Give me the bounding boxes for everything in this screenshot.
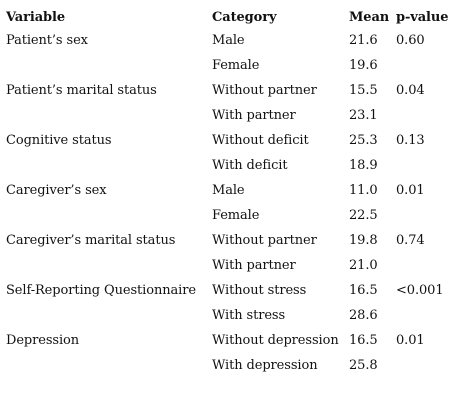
cell-p-value: 0.13	[396, 133, 425, 148]
cell-category: With deficit	[212, 158, 288, 173]
table-row: Depression Without depression 16.5 0.01	[6, 328, 456, 353]
cell-variable	[6, 53, 212, 78]
cell-category: Without partner	[212, 83, 317, 98]
table-row: With deficit 18.9	[6, 153, 456, 178]
cell-mean: 22.5	[349, 208, 378, 223]
cell-mean: 19.8	[349, 233, 378, 248]
cell-category: Without partner	[212, 233, 317, 248]
table-body: Patient’s sex Male 21.6 0.60 Female 19.6 Patie…	[6, 28, 456, 378]
cell-p-value: 0.01	[396, 333, 425, 348]
cell-category: Male	[212, 33, 245, 48]
cell-variable	[6, 103, 212, 128]
header-mean: Mean	[349, 9, 390, 25]
cell-mean: 15.5	[349, 83, 378, 98]
table-row: Caregiver’s sex Male 11.0 0.01	[6, 178, 456, 203]
table-row: With partner 23.1	[6, 103, 456, 128]
cell-p-value: 0.60	[396, 33, 425, 48]
results-table: Variable Category Mean p-value Patient’s…	[6, 6, 456, 378]
header-p-value: p-value	[396, 9, 449, 25]
cell-p-value	[396, 53, 456, 78]
cell-category: Without stress	[212, 283, 307, 298]
header-variable: Variable	[6, 9, 66, 25]
cell-category: With partner	[212, 258, 296, 273]
cell-p-value	[396, 153, 456, 178]
cell-mean: 21.6	[349, 33, 378, 48]
table-row: With partner 21.0	[6, 253, 456, 278]
cell-variable: Caregiver’s marital status	[6, 233, 176, 248]
cell-p-value	[396, 253, 456, 278]
cell-category: Without depression	[212, 333, 339, 348]
table-row: Female 19.6	[6, 53, 456, 78]
cell-variable	[6, 203, 212, 228]
cell-variable: Self-Reporting Questionnaire	[6, 283, 196, 298]
cell-category: With stress	[212, 308, 286, 323]
cell-category: With partner	[212, 108, 296, 123]
cell-p-value: <0.001	[396, 283, 444, 298]
cell-p-value: 0.01	[396, 183, 425, 198]
cell-category: Male	[212, 183, 245, 198]
cell-category: Female	[212, 58, 260, 73]
cell-p-value: 0.04	[396, 83, 425, 98]
cell-variable	[6, 253, 212, 278]
table-row: Self-Reporting Questionnaire Without stre…	[6, 278, 456, 303]
table-row: Patient’s marital status Without partner 1…	[6, 78, 456, 103]
header-category: Category	[212, 9, 277, 25]
cell-mean: 23.1	[349, 108, 378, 123]
table-header: Variable Category Mean p-value	[6, 6, 456, 28]
table-row: Patient’s sex Male 21.6 0.60	[6, 28, 456, 53]
cell-category: Female	[212, 208, 260, 223]
cell-category: With depression	[212, 358, 318, 373]
table-row: Cognitive status Without deficit 25.3 0.13	[6, 128, 456, 153]
table-row: Female 22.5	[6, 203, 456, 228]
cell-mean: 21.0	[349, 258, 378, 273]
cell-variable: Cognitive status	[6, 133, 112, 148]
cell-variable: Patient’s sex	[6, 33, 88, 48]
cell-mean: 11.0	[349, 183, 378, 198]
table-row: With depression 25.8	[6, 353, 456, 378]
header-row: Variable Category Mean p-value	[6, 6, 456, 28]
cell-p-value: 0.74	[396, 233, 425, 248]
cell-mean: 18.9	[349, 158, 378, 173]
table-row: With stress 28.6	[6, 303, 456, 328]
cell-mean: 16.5	[349, 283, 378, 298]
cell-mean: 16.5	[349, 333, 378, 348]
cell-mean: 25.3	[349, 133, 378, 148]
cell-category: Without deficit	[212, 133, 309, 148]
cell-p-value	[396, 203, 456, 228]
cell-p-value	[396, 303, 456, 328]
cell-mean: 19.6	[349, 58, 378, 73]
cell-variable: Depression	[6, 333, 80, 348]
cell-mean: 28.6	[349, 308, 378, 323]
cell-p-value	[396, 353, 456, 378]
table-row: Caregiver’s marital status Without partne…	[6, 228, 456, 253]
cell-variable: Caregiver’s sex	[6, 183, 107, 198]
cell-variable	[6, 153, 212, 178]
cell-mean: 25.8	[349, 358, 378, 373]
cell-variable	[6, 353, 212, 378]
cell-variable: Patient’s marital status	[6, 83, 157, 98]
cell-p-value	[396, 103, 456, 128]
cell-variable	[6, 303, 212, 328]
